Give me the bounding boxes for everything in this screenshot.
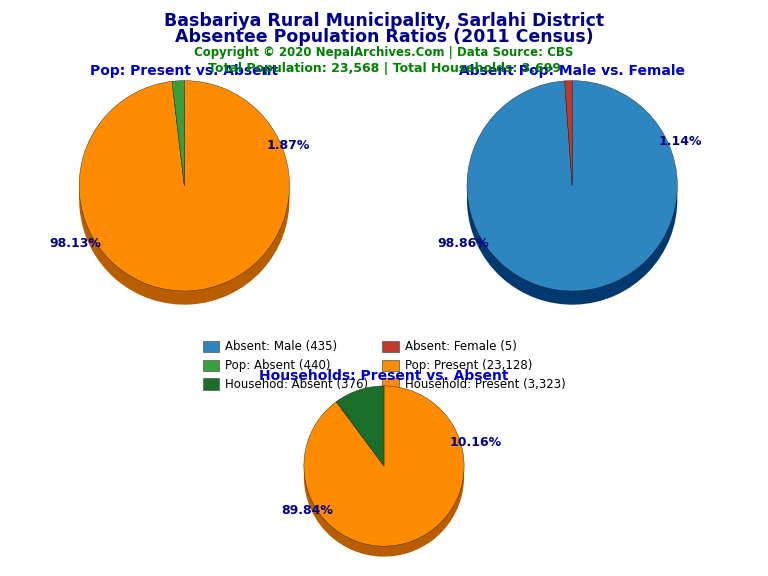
Wedge shape bbox=[467, 94, 677, 305]
Wedge shape bbox=[564, 81, 572, 186]
Wedge shape bbox=[336, 386, 384, 466]
Wedge shape bbox=[467, 81, 677, 291]
Text: Absentee Population Ratios (2011 Census): Absentee Population Ratios (2011 Census) bbox=[174, 28, 594, 46]
Title: Pop: Present vs. Absent: Pop: Present vs. Absent bbox=[91, 64, 278, 78]
Text: Basbariya Rural Municipality, Sarlahi District: Basbariya Rural Municipality, Sarlahi Di… bbox=[164, 12, 604, 29]
Title: Households: Present vs. Absent: Households: Present vs. Absent bbox=[260, 369, 508, 384]
Text: 1.87%: 1.87% bbox=[266, 139, 310, 153]
Wedge shape bbox=[79, 94, 290, 305]
Title: Absent Pop: Male vs. Female: Absent Pop: Male vs. Female bbox=[459, 64, 685, 78]
Wedge shape bbox=[304, 386, 464, 546]
Wedge shape bbox=[336, 396, 384, 476]
Text: 98.86%: 98.86% bbox=[438, 237, 489, 250]
Wedge shape bbox=[172, 94, 184, 199]
Wedge shape bbox=[172, 81, 184, 186]
Text: 89.84%: 89.84% bbox=[281, 503, 333, 517]
Text: 10.16%: 10.16% bbox=[450, 435, 502, 449]
Text: 1.14%: 1.14% bbox=[658, 135, 702, 148]
Text: 98.13%: 98.13% bbox=[50, 237, 101, 250]
Text: Total Population: 23,568 | Total Households: 3,699: Total Population: 23,568 | Total Househo… bbox=[207, 62, 561, 75]
Text: Copyright © 2020 NepalArchives.Com | Data Source: CBS: Copyright © 2020 NepalArchives.Com | Dat… bbox=[194, 46, 574, 59]
Wedge shape bbox=[79, 81, 290, 291]
Wedge shape bbox=[564, 94, 572, 199]
Legend: Absent: Male (435), Pop: Absent (440), Househod: Absent (376), Absent: Female (5: Absent: Male (435), Pop: Absent (440), H… bbox=[203, 340, 565, 391]
Wedge shape bbox=[304, 396, 464, 556]
